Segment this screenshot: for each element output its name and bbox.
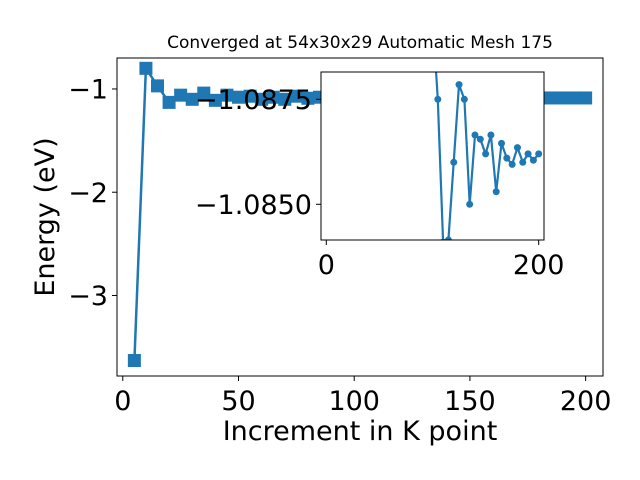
main-axes: 0 50 100 150 200 −3 −2 −1 [68,57,612,417]
main-x-tick-label: 50 [221,386,255,417]
main-data-point [139,61,153,75]
main-data-point [127,354,141,368]
inset-data-point [524,150,532,158]
inset-data-point [471,131,479,139]
main-data-point [579,91,593,105]
inset-background [321,72,544,240]
main-data-point [266,90,280,104]
chart-title: Converged at 54x30x29 Automatic Mesh 175 [167,33,553,53]
inset-data-point [455,81,463,89]
inset-data-point [476,135,484,143]
inset-data-point [492,188,500,196]
inset-clipped-area [434,72,543,240]
main-y-tick-label: −3 [68,281,108,312]
main-x-tick-label: 200 [560,386,612,417]
inset-data-point [450,158,458,166]
main-data-point [162,95,176,109]
inset-data-point [503,154,511,162]
inset-frame [320,71,545,241]
main-data-point [220,88,234,102]
main-data-point [278,92,292,106]
main-y-tick-label: −1 [68,75,108,106]
main-data-point [174,88,188,102]
inset-data-point [444,236,452,240]
inset-data-point [513,144,521,152]
main-x-tick-label: 0 [114,386,131,417]
main-data-point [197,86,211,100]
main-x-tick-label: 100 [328,386,380,417]
y-axis-label: Energy (eV) [30,137,61,296]
main-data-point [289,89,303,103]
inset-data-point [466,200,474,208]
main-data-point [151,79,164,93]
inset-plot-data [434,72,543,240]
inset-axes: 0 200 −1.0875 −1.0850 [195,71,565,281]
inset-data-point [482,150,490,158]
main-data-point [255,92,269,106]
inset-data-point [498,139,506,147]
main-data-point [544,91,558,105]
main-data-point [567,91,581,105]
inset-data-point [460,95,468,103]
inset-data-point [508,160,516,168]
inset-data-point [434,95,442,103]
main-data-point [232,90,245,104]
inset-data-point [529,156,537,164]
inset-data-point [535,150,543,158]
inset-data-point [519,158,527,166]
main-data-point [301,91,315,105]
main-data-point [243,89,257,103]
inset-x-tick-label: 200 [513,250,565,281]
main-y-tick-label: −2 [68,178,108,209]
inset-y-tick-label: −1.0850 [195,190,312,221]
main-data-point [208,93,222,107]
inset-data-point [487,131,495,139]
main-frame [116,57,604,377]
main-data-point [556,91,569,105]
main-x-tick-label: 150 [444,386,496,417]
inset-x-tick-label: 0 [318,250,335,281]
x-axis-label: Increment in K point [223,416,498,447]
inset-y-tick-label: −1.0875 [195,85,312,116]
main-data-point [185,92,199,106]
